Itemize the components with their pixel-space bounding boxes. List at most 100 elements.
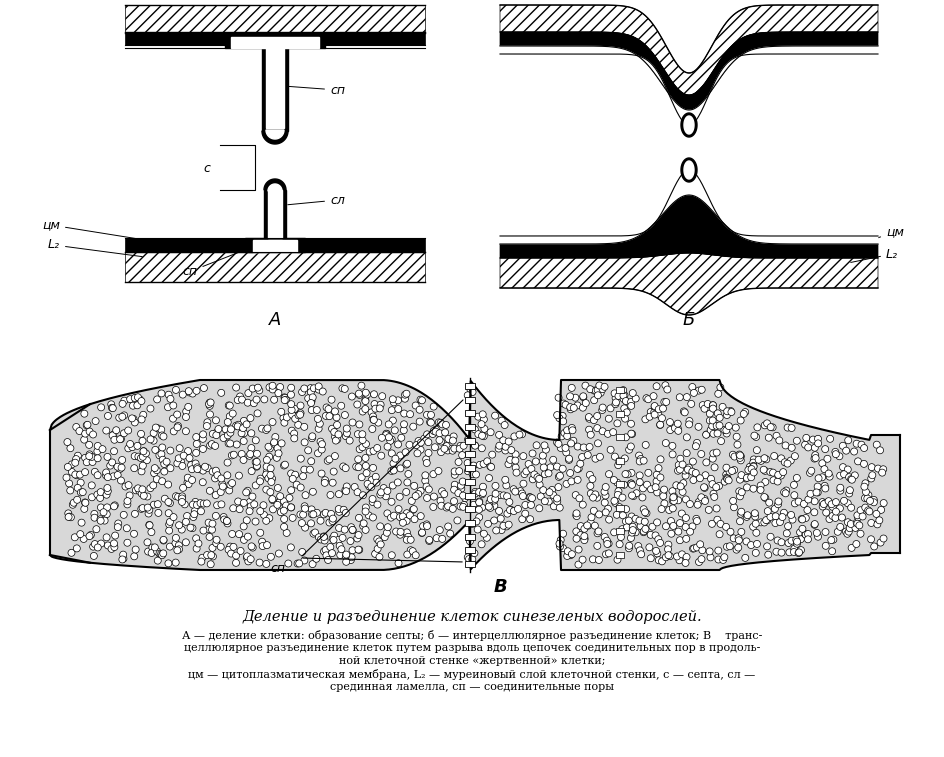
Circle shape [595,392,601,399]
Circle shape [128,444,136,450]
Circle shape [379,435,385,441]
Circle shape [780,469,786,475]
Bar [168,240,195,251]
Circle shape [348,393,356,400]
Circle shape [665,541,672,548]
Circle shape [683,434,690,441]
Circle shape [564,432,571,440]
Circle shape [269,496,276,503]
Circle shape [275,390,282,397]
Circle shape [702,472,709,478]
Circle shape [699,386,705,394]
Circle shape [555,394,562,401]
Circle shape [559,466,566,472]
Circle shape [667,518,674,525]
Circle shape [190,513,197,521]
Circle shape [138,490,145,497]
Circle shape [79,488,86,496]
Circle shape [342,487,349,494]
Circle shape [422,472,429,479]
Circle shape [366,448,373,455]
Circle shape [269,506,277,512]
Circle shape [225,419,231,425]
Circle shape [209,544,216,551]
Circle shape [138,397,145,404]
Circle shape [182,519,190,525]
Circle shape [502,476,509,483]
Circle shape [660,493,666,500]
Circle shape [605,471,613,478]
Circle shape [418,529,426,537]
Circle shape [424,411,430,419]
Circle shape [859,513,866,520]
Circle shape [441,445,447,452]
Circle shape [693,516,700,522]
Circle shape [498,417,505,424]
Circle shape [67,514,75,521]
Bar [266,47,284,128]
Circle shape [791,500,799,507]
Bar [125,33,250,45]
Circle shape [269,386,277,393]
Circle shape [217,544,225,550]
Circle shape [466,537,474,545]
Circle shape [628,469,635,476]
Circle shape [417,439,425,446]
Circle shape [391,399,397,406]
Circle shape [784,460,791,467]
Circle shape [214,472,221,478]
Circle shape [120,555,126,562]
Circle shape [244,517,250,524]
Circle shape [818,474,826,481]
Circle shape [679,461,686,468]
Circle shape [405,471,412,478]
Circle shape [124,539,131,547]
Circle shape [791,453,799,459]
Circle shape [210,553,216,560]
Circle shape [353,463,360,470]
Bar [465,561,475,567]
Circle shape [541,442,548,449]
Circle shape [594,542,600,550]
Circle shape [403,518,410,525]
Circle shape [811,522,818,528]
Circle shape [156,550,163,557]
Circle shape [576,495,583,502]
Circle shape [229,410,236,417]
Circle shape [723,544,731,550]
Circle shape [426,537,432,544]
Circle shape [402,449,409,456]
Circle shape [645,396,651,403]
Bar [225,33,325,48]
Circle shape [653,478,660,484]
Circle shape [683,450,690,456]
Circle shape [736,451,743,458]
Circle shape [194,464,201,471]
Circle shape [237,547,244,554]
Circle shape [362,441,369,447]
Text: сп: сп [182,245,258,278]
Circle shape [775,472,782,478]
Circle shape [247,415,254,422]
Circle shape [227,543,233,550]
Circle shape [243,489,250,496]
Circle shape [445,447,451,454]
Circle shape [77,479,84,486]
Circle shape [295,412,302,419]
Circle shape [193,450,200,456]
Circle shape [105,542,111,549]
Circle shape [335,431,342,438]
Circle shape [590,416,598,424]
Circle shape [688,400,695,407]
Circle shape [798,547,804,553]
Circle shape [683,524,689,531]
Circle shape [592,387,599,394]
Circle shape [844,500,851,506]
Circle shape [497,515,504,522]
Circle shape [653,519,661,526]
Circle shape [573,510,580,517]
Circle shape [601,383,608,391]
Circle shape [160,468,168,475]
Circle shape [356,391,363,398]
Circle shape [844,466,851,473]
